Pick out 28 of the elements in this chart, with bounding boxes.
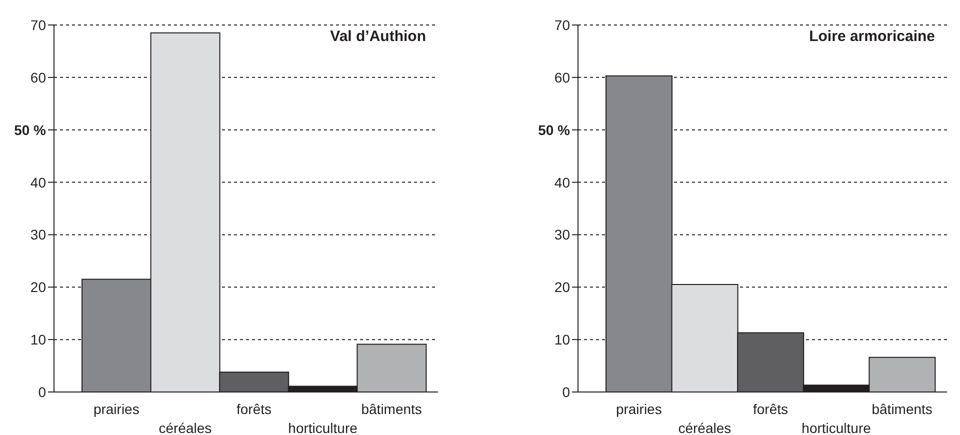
y-tick-label: 40 xyxy=(554,174,570,190)
x-tick-label: céréales xyxy=(678,420,732,435)
x-tick-label: bâtiments xyxy=(872,401,932,417)
y-tick-label: 40 xyxy=(30,174,46,190)
x-tick-label: forêts xyxy=(752,401,788,417)
y-tick-label: 60 xyxy=(30,69,46,86)
x-tick-label: bâtiments xyxy=(361,401,422,417)
y-tick-label: 20 xyxy=(30,279,46,296)
y-tick-label: 70 xyxy=(554,17,570,33)
x-tick-label: céréales xyxy=(158,420,212,435)
y-tick-label: 30 xyxy=(30,226,46,243)
x-tick-label: horticulture xyxy=(802,420,872,435)
y-tick-label: 50 % xyxy=(14,122,47,138)
y-tick-label: 20 xyxy=(554,279,570,296)
y-tick-label: 10 xyxy=(30,332,46,348)
y-tick-label: 0 xyxy=(562,384,570,400)
y-tick-label: 10 xyxy=(554,332,570,348)
x-tick-label: prairies xyxy=(616,401,662,417)
y-tick-label: 0 xyxy=(38,384,46,400)
y-tick-label: 50 % xyxy=(538,122,571,138)
y-tick-label: 60 xyxy=(554,69,570,86)
x-tick-label: horticulture xyxy=(288,420,358,435)
x-tick-label: forêts xyxy=(236,401,272,417)
y-tick-label: 70 xyxy=(30,17,46,33)
chart-title: Val d’Authion xyxy=(330,28,426,45)
chart-title: Loire armoricaine xyxy=(809,28,935,45)
x-tick-label: prairies xyxy=(93,401,140,417)
y-tick-label: 30 xyxy=(554,226,570,243)
